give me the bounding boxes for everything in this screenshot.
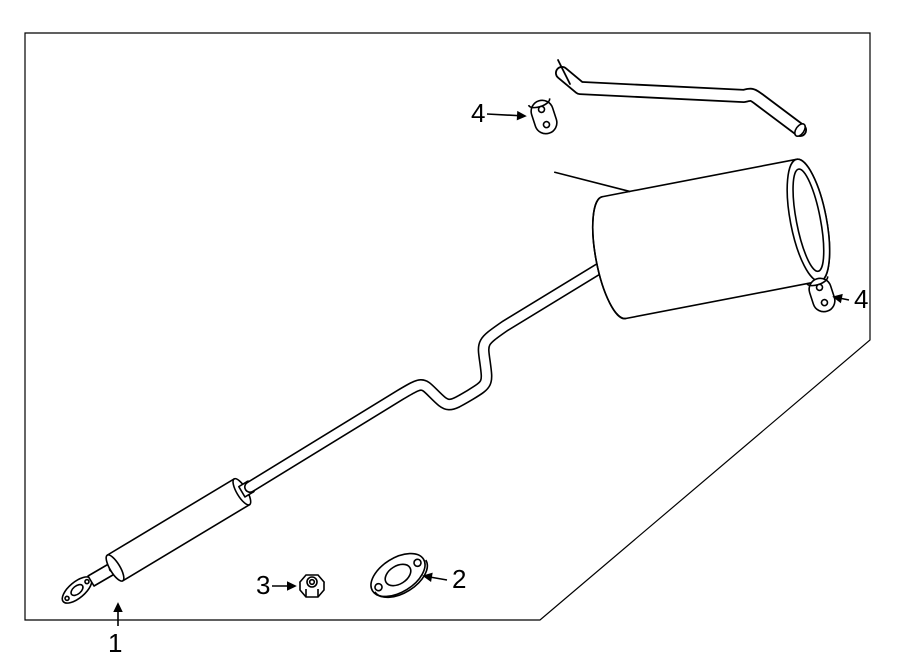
- hanger-top: [528, 97, 559, 136]
- nut: [300, 575, 324, 597]
- callout-label-3: 3: [256, 570, 270, 600]
- callout-arrowhead: [518, 112, 525, 119]
- callout-label-2: 2: [452, 564, 466, 594]
- mid-pipe: [250, 257, 612, 487]
- muffler: [555, 123, 838, 326]
- callout-label-4b: 4: [854, 284, 868, 314]
- exhaust-assembly: [58, 60, 838, 608]
- callout-label-4a: 4: [471, 98, 485, 128]
- parts-diagram: 1 2 3 4 4: [0, 0, 900, 661]
- callout-arrowhead: [288, 583, 295, 590]
- tailpipe: [558, 60, 807, 138]
- callout-arrowhead: [115, 604, 122, 611]
- resonator: [103, 472, 261, 583]
- callout-label-1: 1: [108, 628, 122, 658]
